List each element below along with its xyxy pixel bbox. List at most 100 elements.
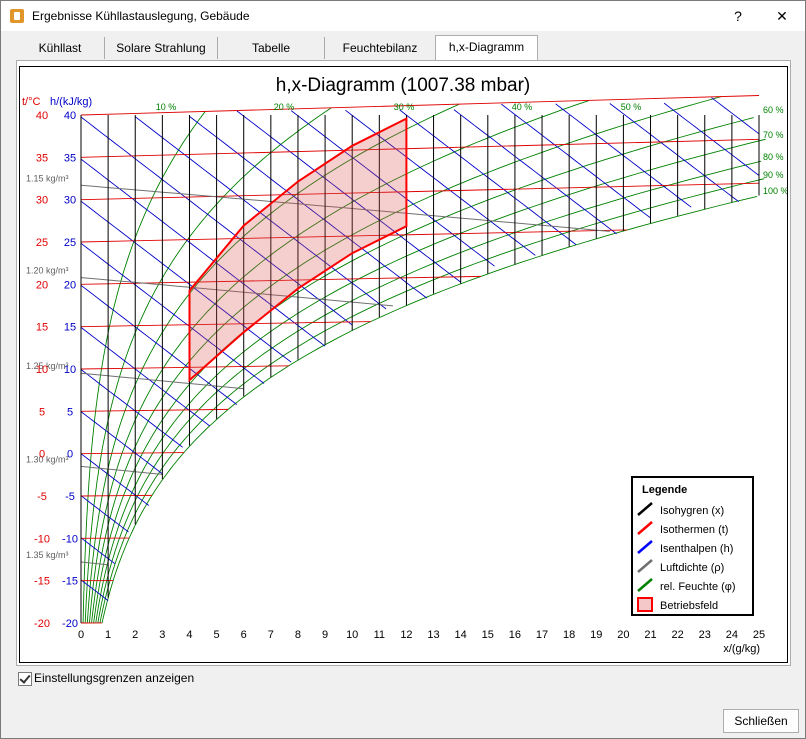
- close-button[interactable]: Schließen: [723, 709, 799, 733]
- tab-hx-diagramm[interactable]: h,x-Diagramm: [435, 35, 538, 60]
- density-label: 1.35 kg/m³: [26, 550, 69, 560]
- rh-curve-70: [95, 138, 766, 624]
- x-tick-label: 18: [563, 629, 575, 641]
- x-tick-label: 13: [427, 629, 439, 641]
- h-tick-label: -10: [62, 533, 78, 545]
- x-tick-label: 14: [455, 629, 467, 641]
- isenthalpe-line: [345, 109, 536, 256]
- isotherm-line: [80, 182, 760, 201]
- isenthalpe-line: [189, 116, 428, 299]
- x-tick-label: 21: [644, 629, 656, 641]
- x-tick-label: 24: [726, 629, 738, 641]
- t-tick-label: 10: [36, 364, 48, 376]
- t-tick-label: 20: [36, 279, 48, 291]
- isotherm-line: [80, 408, 229, 412]
- x-tick-label: 19: [590, 629, 602, 641]
- chart-legend: Legende Isohygren (x) Isothermen (t) Isenth…: [631, 476, 754, 616]
- legend-swatch-betriebsfeld: [637, 597, 653, 612]
- t-tick-label: -15: [34, 576, 50, 588]
- isenthalpe-line: [236, 110, 461, 283]
- limits-checkbox[interactable]: [18, 672, 32, 686]
- rh-curve-80: [97, 160, 762, 624]
- chart-frame: h,x-Diagramm (1007.38 mbar) t/°C h/(kJ/k…: [19, 66, 788, 663]
- legend-item-label: Betriebsfeld: [660, 600, 718, 612]
- x-tick-label: 9: [322, 629, 328, 641]
- isenthalpe-line: [80, 579, 109, 601]
- density-line: [80, 561, 109, 566]
- x-axis-label: x/(g/kg): [723, 643, 760, 655]
- x-tick-label: 16: [509, 629, 521, 641]
- rh-right-label: 60 %: [763, 105, 784, 115]
- rh-right-label: 90 %: [763, 170, 784, 180]
- help-button[interactable]: ?: [734, 8, 742, 24]
- rh-curve-90: [99, 178, 765, 624]
- h-tick-label: 25: [64, 237, 76, 249]
- title-bar: Ergebnisse Kühllastauslegung, Gebäude ? …: [1, 1, 805, 31]
- x-tick-label: 22: [672, 629, 684, 641]
- isenthalpe-line: [80, 537, 116, 565]
- close-icon[interactable]: ✕: [776, 8, 788, 24]
- tab-kuehllast[interactable]: Kühllast: [16, 37, 105, 59]
- t-axis-label: t/°C: [22, 96, 41, 108]
- density-line: [80, 465, 163, 475]
- rh-right-label: 100 %: [763, 186, 787, 196]
- t-tick-label: 40: [36, 110, 48, 122]
- h-tick-label: 30: [64, 195, 76, 207]
- rh-curve-100: [101, 195, 758, 624]
- rh-top-label: 20 %: [274, 102, 295, 112]
- h-tick-label: -20: [62, 618, 78, 630]
- isenthalpe-line: [80, 158, 326, 347]
- rh-top-label: 10 %: [156, 102, 177, 112]
- hx-chart: h,x-Diagramm (1007.38 mbar) t/°C h/(kJ/k…: [22, 75, 787, 655]
- h-tick-label: 35: [64, 152, 76, 164]
- isotherm-line: [80, 365, 289, 370]
- isenthalpe-line: [80, 369, 183, 448]
- density-label: 1.25 kg/m³: [26, 361, 69, 371]
- isenthalpe-line: [80, 242, 265, 384]
- h-tick-label: 20: [64, 279, 76, 291]
- isotherm-line: [80, 452, 184, 455]
- density-label: 1.15 kg/m³: [26, 173, 69, 183]
- density-label: 1.20 kg/m³: [26, 266, 69, 276]
- t-tick-label: 30: [36, 195, 48, 207]
- legend-title: Legende: [642, 484, 687, 496]
- x-tick-label: 4: [186, 629, 192, 641]
- t-tick-label: -20: [34, 618, 50, 630]
- x-tick-label: 2: [132, 629, 138, 641]
- x-tick-label: 10: [346, 629, 358, 641]
- x-tick-label: 11: [374, 629, 385, 641]
- legend-item-label: Isothermen (t): [660, 524, 728, 536]
- rh-top-label: 40 %: [512, 102, 533, 112]
- x-tick-label: 23: [699, 629, 711, 641]
- rh-top-label: 30 %: [394, 102, 415, 112]
- x-tick-label: 12: [400, 629, 412, 641]
- density-line: [80, 184, 610, 232]
- legend-item-label: Luftdichte (ρ): [660, 562, 724, 574]
- x-tick-label: 15: [482, 629, 494, 641]
- betriebsfeld-area: [188, 116, 408, 383]
- x-tick-label: 17: [536, 629, 548, 641]
- legend-swatch: [637, 578, 653, 592]
- x-tick-label: 1: [105, 629, 111, 641]
- legend-item-label: Isohygren (x): [660, 505, 724, 517]
- x-tick-label: 25: [753, 629, 765, 641]
- h-tick-label: 0: [67, 449, 73, 461]
- x-tick-label: 6: [241, 629, 247, 641]
- x-tick-label: 7: [268, 629, 274, 641]
- h-tick-label: -15: [62, 576, 78, 588]
- legend-swatch: [637, 559, 653, 573]
- isenthalpe-line: [663, 102, 760, 176]
- isenthalpe-line: [453, 109, 617, 235]
- rh-right-label: 80 %: [763, 152, 784, 162]
- window-title: Ergebnisse Kühllastauslegung, Gebäude: [32, 9, 250, 23]
- tab-solare-strahlung[interactable]: Solare Strahlung: [105, 37, 218, 59]
- h-tick-label: 5: [67, 406, 73, 418]
- x-tick-label: 5: [214, 629, 220, 641]
- tab-tabelle[interactable]: Tabelle: [218, 37, 325, 59]
- tab-feuchtebilanz[interactable]: Feuchtebilanz: [342, 41, 418, 55]
- app-icon: [10, 9, 24, 23]
- h-tick-label: 10: [64, 364, 76, 376]
- legend-box: [631, 476, 754, 616]
- rh-curve-60: [93, 117, 754, 624]
